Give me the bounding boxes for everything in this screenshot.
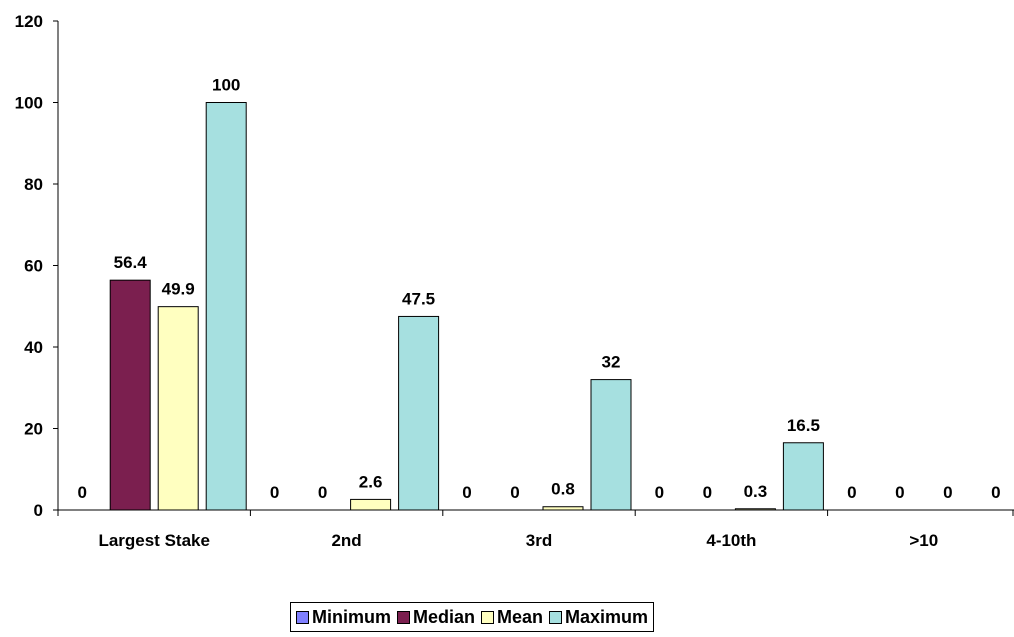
x-category-label: 4-10th — [706, 531, 756, 550]
data-label: 49.9 — [162, 280, 195, 299]
data-label: 47.5 — [402, 289, 435, 308]
data-label: 0.3 — [744, 482, 768, 501]
data-label: 100 — [212, 76, 240, 95]
y-axis: 0 20 40 60 80 100 120 — [15, 12, 59, 520]
bar-mean — [734, 508, 776, 511]
y-tick-label: 100 — [15, 94, 43, 113]
y-tick-label: 40 — [24, 338, 43, 357]
data-label: 0 — [462, 483, 471, 502]
bar-mean — [157, 306, 199, 511]
y-tick-label: 20 — [24, 420, 43, 439]
data-label: 0 — [318, 483, 327, 502]
data-label: 0 — [655, 483, 664, 502]
data-label: 32 — [602, 353, 621, 372]
data-label: 2.6 — [359, 472, 383, 491]
legend-label: Median — [413, 606, 476, 627]
x-category-label: 2nd — [331, 531, 361, 550]
y-tick-label: 80 — [24, 175, 43, 194]
x-axis: Largest Stake 2nd 3rd 4-10th >10 — [57, 509, 1014, 550]
bar-maximum — [590, 379, 632, 511]
legend-label: Minimum — [312, 606, 391, 627]
data-label: 0.8 — [551, 480, 575, 499]
bar-maximum — [782, 442, 824, 511]
data-label: 0 — [510, 483, 519, 502]
legend-label: Maximum — [565, 606, 649, 627]
legend-swatch — [481, 610, 495, 624]
x-category-label: >10 — [909, 531, 938, 550]
x-category-label: Largest Stake — [98, 531, 210, 550]
data-label: 56.4 — [114, 253, 148, 272]
y-tick-label: 120 — [15, 12, 43, 31]
data-label: 0 — [847, 483, 856, 502]
legend-label: Mean — [497, 606, 544, 627]
legend-item-mean: Mean — [481, 607, 543, 628]
bar-maximum — [398, 315, 440, 511]
data-label: 0 — [270, 483, 279, 502]
data-label: 16.5 — [787, 416, 820, 435]
bar-mean — [542, 506, 584, 511]
legend-item-maximum: Maximum — [549, 607, 648, 628]
data-label: 0 — [703, 483, 712, 502]
legend-swatch — [549, 610, 563, 624]
data-label: 0 — [77, 483, 86, 502]
data-label: 0 — [943, 483, 952, 502]
data-label: 0 — [895, 483, 904, 502]
y-tick-label: 60 — [24, 257, 43, 276]
data-label: 0 — [991, 483, 1000, 502]
legend-item-minimum: Minimum — [296, 607, 391, 628]
legend-item-median: Median — [397, 607, 475, 628]
data-labels: 0 56.4 49.9 100 0 0 2.6 47.5 0 0 0.8 32 0 0 0.3 16.5 0 0 0… — [77, 76, 1000, 503]
bar-median — [109, 279, 151, 511]
y-tick-label: 0 — [34, 501, 43, 520]
legend-swatch — [296, 610, 309, 624]
bar-mean — [350, 498, 392, 511]
legend: Minimum Median Mean Maximum — [290, 602, 655, 632]
bar-maximum — [205, 102, 247, 511]
legend-swatch — [397, 610, 410, 624]
x-category-label: 3rd — [526, 531, 552, 550]
bars — [109, 102, 824, 511]
